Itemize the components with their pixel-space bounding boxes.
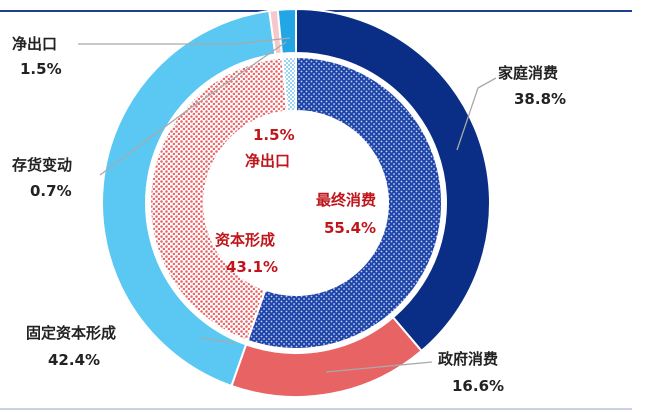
inner-label-net-export-value: 1.5% bbox=[253, 126, 295, 144]
leader-line-4 bbox=[78, 37, 291, 45]
leader-line-3 bbox=[99, 41, 287, 176]
outer-label-household-name: 家庭消费 bbox=[498, 64, 558, 82]
inner-label-final-value: 55.4% bbox=[324, 219, 376, 237]
inner-slice-1 bbox=[149, 56, 289, 342]
outer-label-government-value: 16.6% bbox=[452, 377, 504, 395]
outer-slice-0 bbox=[295, 7, 491, 353]
inner-slice-0 bbox=[246, 55, 443, 350]
leader-lines bbox=[78, 37, 497, 373]
outer-ring bbox=[101, 7, 491, 398]
outer-slice-2 bbox=[101, 9, 277, 388]
outer-label-government-name: 政府消费 bbox=[438, 350, 498, 368]
outer-label-fixed-capital-value: 42.4% bbox=[48, 351, 100, 369]
outer-slice-4 bbox=[276, 7, 297, 55]
leader-line-0 bbox=[456, 77, 497, 151]
inner-slice-2 bbox=[281, 55, 297, 113]
outer-label-fixed-capital-name: 固定资本形成 bbox=[26, 324, 116, 342]
outer-label-inventory-value: 0.7% bbox=[30, 182, 72, 200]
outer-label-household-value: 38.8% bbox=[514, 90, 566, 108]
inner-label-capital-value: 43.1% bbox=[226, 258, 278, 276]
inner-ring bbox=[149, 55, 443, 350]
outer-label-inventory-name: 存货变动 bbox=[12, 156, 72, 174]
outer-label-net-export-name: 净出口 bbox=[12, 35, 57, 53]
outer-label-net-export-value: 1.5% bbox=[20, 60, 62, 78]
inner-label-capital-name: 资本形成 bbox=[215, 231, 275, 249]
inner-label-final-name: 最终消费 bbox=[316, 191, 376, 209]
inner-label-net-export-name: 净出口 bbox=[245, 152, 290, 170]
leader-line-2 bbox=[199, 337, 236, 344]
leader-line-1 bbox=[325, 361, 433, 373]
